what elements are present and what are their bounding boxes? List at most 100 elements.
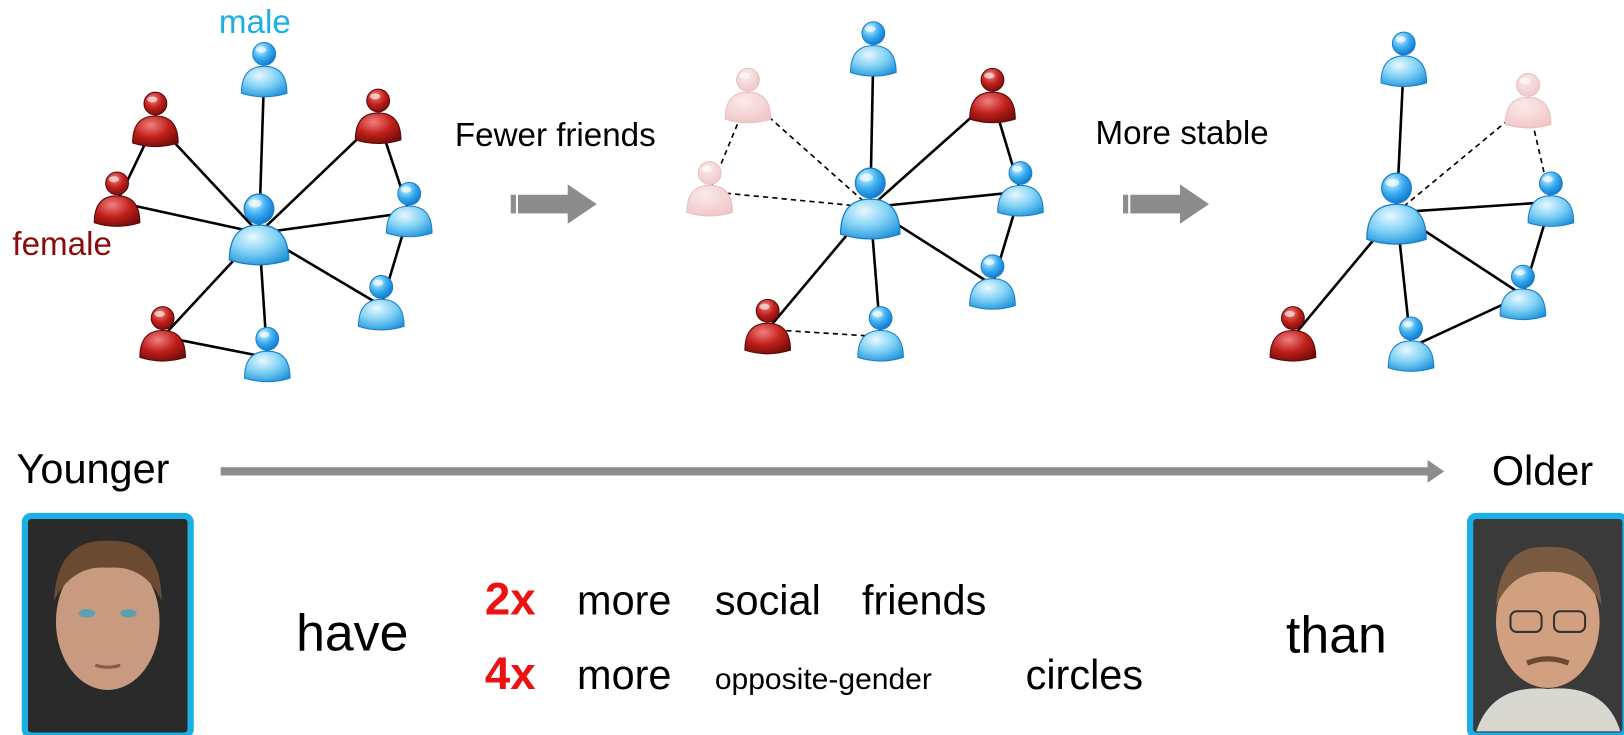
person-body xyxy=(1388,341,1434,372)
conjunction: than xyxy=(1286,606,1387,664)
person-head xyxy=(1517,74,1540,97)
person-body xyxy=(140,330,186,361)
person-head xyxy=(151,307,174,330)
male-icon xyxy=(386,182,432,236)
phrase-word: more xyxy=(577,576,671,623)
highlight xyxy=(248,199,261,207)
male-icon xyxy=(241,42,287,96)
older-photo xyxy=(1470,516,1624,735)
person-head xyxy=(398,182,421,205)
timeline-start: Younger xyxy=(17,445,170,492)
male-icon xyxy=(841,168,900,239)
highlight xyxy=(759,304,769,310)
highlight xyxy=(1515,269,1525,275)
highlight xyxy=(859,174,872,182)
highlight xyxy=(1395,36,1405,42)
highlight xyxy=(147,96,157,102)
person-head xyxy=(869,307,892,330)
faded-person-icon xyxy=(687,162,733,216)
highlight xyxy=(1543,176,1553,182)
transition-label: More stable xyxy=(1095,115,1268,152)
person-head xyxy=(698,162,721,185)
younger-photo xyxy=(25,516,191,735)
person-body xyxy=(745,323,791,354)
person-head xyxy=(737,68,760,91)
person-head xyxy=(981,255,1004,278)
male-icon xyxy=(851,22,897,76)
timeline-end: Older xyxy=(1492,447,1594,494)
male-icon xyxy=(970,255,1016,309)
highlight xyxy=(1285,311,1295,317)
networks xyxy=(94,22,1573,382)
removed-edge xyxy=(710,192,871,208)
female-icon xyxy=(745,299,791,353)
person-body xyxy=(355,113,401,144)
phrase-word: more xyxy=(577,651,671,698)
male-icon xyxy=(1388,317,1434,371)
person-body xyxy=(244,351,290,382)
faded-person-icon xyxy=(725,68,771,122)
phrase-word: friends xyxy=(862,576,986,623)
highlight xyxy=(984,73,994,79)
highlight xyxy=(984,259,994,265)
content: male female Fewer friends More stable Yo… xyxy=(12,4,1624,735)
person-head xyxy=(1009,162,1032,185)
person-head xyxy=(244,194,274,224)
person-head xyxy=(253,42,276,65)
female-icon xyxy=(94,172,140,226)
person-body xyxy=(1528,196,1574,227)
highlight xyxy=(373,280,383,286)
person-head xyxy=(370,276,393,299)
female-icon xyxy=(355,89,401,143)
highlight xyxy=(370,93,380,99)
highlight xyxy=(1403,321,1413,327)
male-icon xyxy=(1500,265,1546,319)
person-body xyxy=(241,66,287,97)
male-icon xyxy=(1528,172,1574,226)
male-icon xyxy=(358,276,404,330)
highlight xyxy=(401,186,411,192)
highlight xyxy=(740,73,750,79)
person-body xyxy=(1500,289,1546,320)
highlight xyxy=(872,311,882,317)
person-body xyxy=(1505,97,1551,128)
highlight xyxy=(1012,166,1022,172)
female-icon xyxy=(1270,307,1316,361)
phrase-word: circles xyxy=(1026,651,1143,698)
verb: have xyxy=(296,604,408,662)
person-body xyxy=(687,185,733,216)
highlight xyxy=(256,47,266,53)
female-label: female xyxy=(12,226,111,263)
person-head xyxy=(862,22,885,45)
person-body xyxy=(851,46,897,77)
page: male female Fewer friends More stable Yo… xyxy=(0,0,1624,735)
person-body xyxy=(970,279,1016,310)
person-body xyxy=(358,299,404,330)
highlight xyxy=(1386,179,1399,187)
male-label: male xyxy=(219,4,291,41)
highlight xyxy=(1520,78,1530,84)
person-head xyxy=(756,299,779,322)
timeline-arrow xyxy=(221,460,1445,483)
highlight xyxy=(865,26,875,32)
male-icon xyxy=(998,162,1044,216)
male-icon xyxy=(1367,173,1426,244)
person-head xyxy=(1539,172,1562,195)
person-head xyxy=(1382,173,1412,203)
person-head xyxy=(1512,265,1535,288)
person-body xyxy=(998,185,1044,216)
person-body xyxy=(94,196,140,227)
person-body xyxy=(725,92,771,123)
female-icon xyxy=(140,307,186,361)
edge xyxy=(1397,202,1551,212)
faded-person-icon xyxy=(1505,74,1551,128)
transition-label: Fewer friends xyxy=(455,117,656,154)
male-icon xyxy=(1381,32,1427,86)
person-head xyxy=(1392,32,1415,55)
female-icon xyxy=(970,68,1016,122)
transition-arrow xyxy=(511,184,597,223)
person-head xyxy=(981,68,1004,91)
highlight xyxy=(109,176,119,182)
highlight xyxy=(259,332,269,338)
person-head xyxy=(855,168,885,198)
